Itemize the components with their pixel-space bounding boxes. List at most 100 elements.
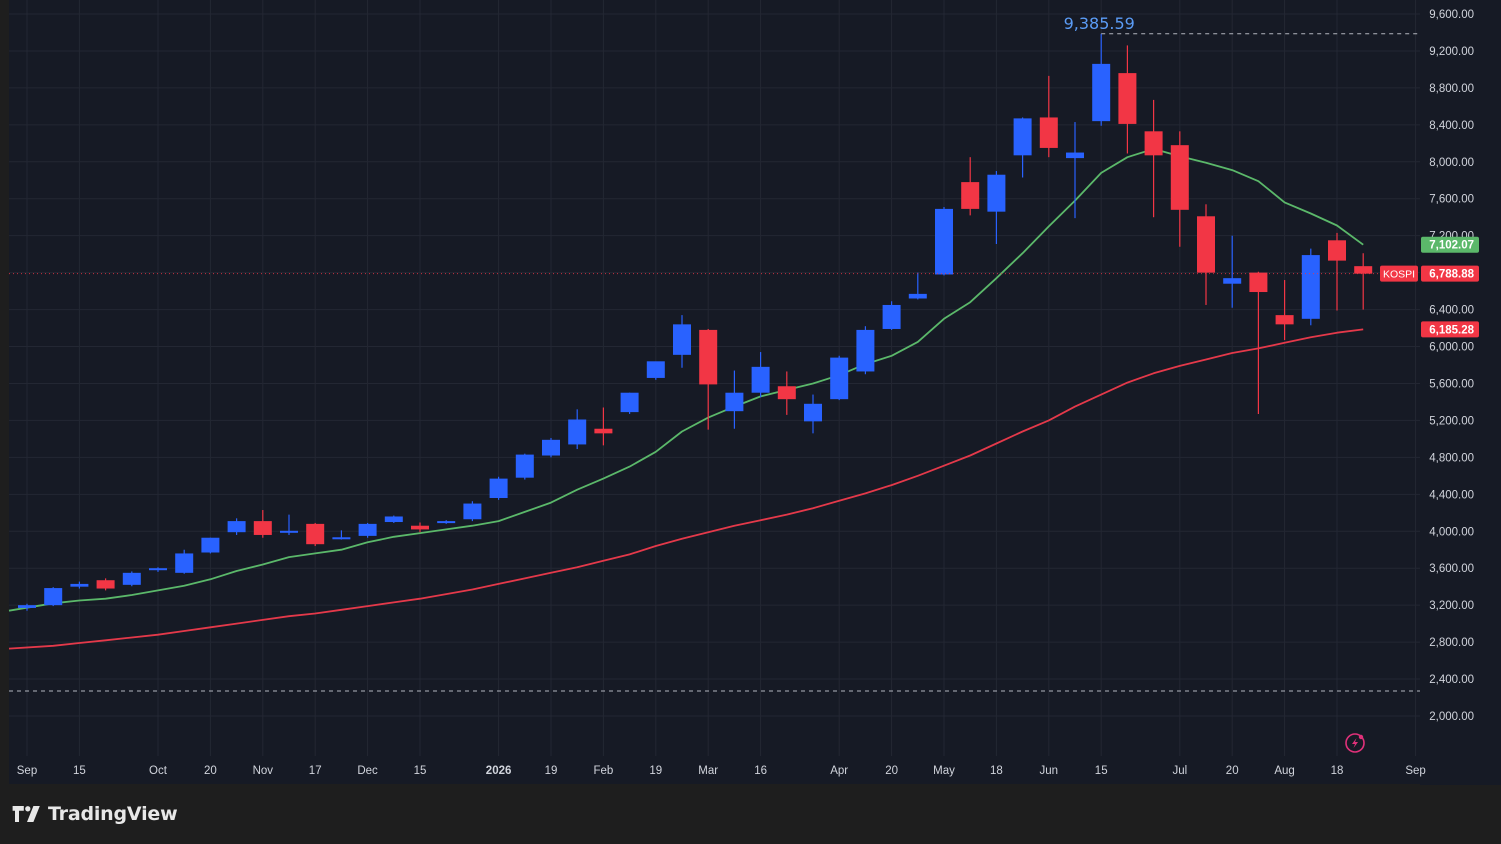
price-axis-labels: 2,000.00 2,400.00 2,800.00 3,200.00 3,600.00… bbox=[1380, 9, 1479, 723]
high-price-label: 9,385.59 bbox=[1064, 14, 1135, 33]
candle-body bbox=[935, 208, 953, 275]
time-tick-label: Mar bbox=[698, 765, 718, 777]
candle bbox=[751, 352, 770, 398]
time-tick-label: 18 bbox=[990, 765, 1003, 777]
time-tick-label: 17 bbox=[309, 765, 322, 777]
candle bbox=[856, 326, 875, 375]
candle-body bbox=[830, 357, 849, 400]
time-tick-label: 18 bbox=[1331, 765, 1344, 777]
candle bbox=[201, 537, 220, 554]
price-tick-label: 9,200.00 bbox=[1429, 46, 1474, 58]
candle bbox=[70, 581, 89, 589]
candle bbox=[542, 437, 560, 458]
chart-overlays: 9,385.59 bbox=[9, 14, 1420, 692]
candle bbox=[699, 328, 718, 430]
candle bbox=[384, 515, 403, 523]
bolt-icon[interactable] bbox=[1345, 733, 1365, 753]
candle-body bbox=[1092, 63, 1111, 122]
candle-body bbox=[751, 366, 770, 393]
candle-body bbox=[358, 523, 377, 536]
candle bbox=[673, 315, 691, 368]
candle-body bbox=[1354, 266, 1373, 274]
time-tick-label: 20 bbox=[204, 765, 217, 777]
candle-body bbox=[489, 478, 508, 499]
candle bbox=[332, 530, 351, 540]
price-tick-label: 2,400.00 bbox=[1429, 674, 1474, 686]
candle-body bbox=[961, 182, 980, 209]
price-tick-label: 4,800.00 bbox=[1429, 452, 1474, 464]
time-tick-label: Aug bbox=[1274, 765, 1294, 777]
candle bbox=[882, 301, 901, 330]
price-tick-label: 4,000.00 bbox=[1429, 526, 1474, 538]
kospi-weekly-chart[interactable]: 9,385.59 2,000.00 2,400.00 2,800.00 3,200.0… bbox=[0, 0, 1501, 785]
candle bbox=[1354, 253, 1373, 310]
price-tick-label: 3,200.00 bbox=[1429, 600, 1474, 612]
price-tick-label: 8,800.00 bbox=[1429, 83, 1474, 95]
symbol-badge-text: KOSPI bbox=[1383, 269, 1415, 281]
candle bbox=[987, 171, 1006, 244]
candle-body bbox=[1223, 278, 1242, 284]
tradingview-logo[interactable]: TradingView bbox=[12, 801, 178, 827]
candle bbox=[515, 453, 534, 480]
candle-body bbox=[44, 588, 63, 606]
price-tick-label: 7,600.00 bbox=[1429, 194, 1474, 206]
time-tick-label: Nov bbox=[253, 765, 274, 777]
price-tick-label: 3,600.00 bbox=[1429, 563, 1474, 575]
time-tick-label: Feb bbox=[593, 765, 613, 777]
candle bbox=[1197, 204, 1215, 305]
last-price-badge-bg bbox=[1421, 265, 1479, 282]
candle-body bbox=[620, 392, 639, 413]
candle-body bbox=[201, 537, 220, 553]
candle-body bbox=[1301, 255, 1320, 319]
candle bbox=[1249, 271, 1268, 414]
candle-body bbox=[253, 521, 272, 535]
candle bbox=[777, 371, 796, 415]
candle-body bbox=[332, 537, 351, 540]
candle-body bbox=[306, 523, 325, 545]
time-tick-label: Oct bbox=[149, 765, 168, 777]
time-tick-label: 20 bbox=[885, 765, 898, 777]
time-tick-label: 19 bbox=[545, 765, 558, 777]
candle-body bbox=[1144, 131, 1163, 156]
candle bbox=[437, 520, 456, 524]
symbol-badge-bg bbox=[1380, 265, 1418, 282]
candle bbox=[594, 407, 613, 446]
tradingview-logo-icon bbox=[12, 806, 40, 822]
candle bbox=[1013, 117, 1032, 178]
price-tick-label: 8,400.00 bbox=[1429, 120, 1474, 132]
symbol-badge: KOSPI bbox=[1380, 265, 1418, 282]
time-tick-label: Apr bbox=[830, 765, 848, 777]
price-tick-label: 9,600.00 bbox=[1429, 9, 1474, 21]
candle-body bbox=[777, 386, 796, 400]
candle-body bbox=[411, 525, 429, 530]
time-tick-label: 19 bbox=[649, 765, 662, 777]
time-tick-label: Jun bbox=[1040, 765, 1059, 777]
candle bbox=[1066, 122, 1084, 219]
candle bbox=[1170, 131, 1189, 247]
candle-body bbox=[96, 580, 115, 589]
candle bbox=[961, 157, 980, 216]
candle bbox=[18, 603, 36, 611]
candle bbox=[646, 361, 665, 380]
price-tick-label: 6,400.00 bbox=[1429, 305, 1474, 317]
ma-short-badge: 7,102.07 bbox=[1421, 236, 1479, 253]
time-tick-label: 15 bbox=[1095, 765, 1108, 777]
time-tick-label: Sep bbox=[1405, 765, 1425, 777]
candle-body bbox=[908, 293, 927, 299]
time-axis[interactable] bbox=[9, 756, 1420, 784]
candle-body bbox=[437, 521, 456, 524]
candle bbox=[1118, 45, 1137, 154]
price-axis[interactable] bbox=[1420, 0, 1501, 785]
last-price-badge: 6,788.88 bbox=[1421, 265, 1479, 282]
ma-long-badge: 6,185.28 bbox=[1421, 321, 1479, 338]
candle-body bbox=[725, 392, 744, 412]
candle bbox=[1039, 75, 1058, 158]
candle-body bbox=[856, 329, 875, 372]
candle bbox=[1328, 232, 1346, 311]
price-tick-label: 8,000.00 bbox=[1429, 157, 1474, 169]
time-tick-label: 16 bbox=[754, 765, 767, 777]
candle bbox=[1275, 280, 1294, 341]
time-tick-label: 2026 bbox=[486, 765, 512, 777]
candle-body bbox=[699, 329, 718, 385]
